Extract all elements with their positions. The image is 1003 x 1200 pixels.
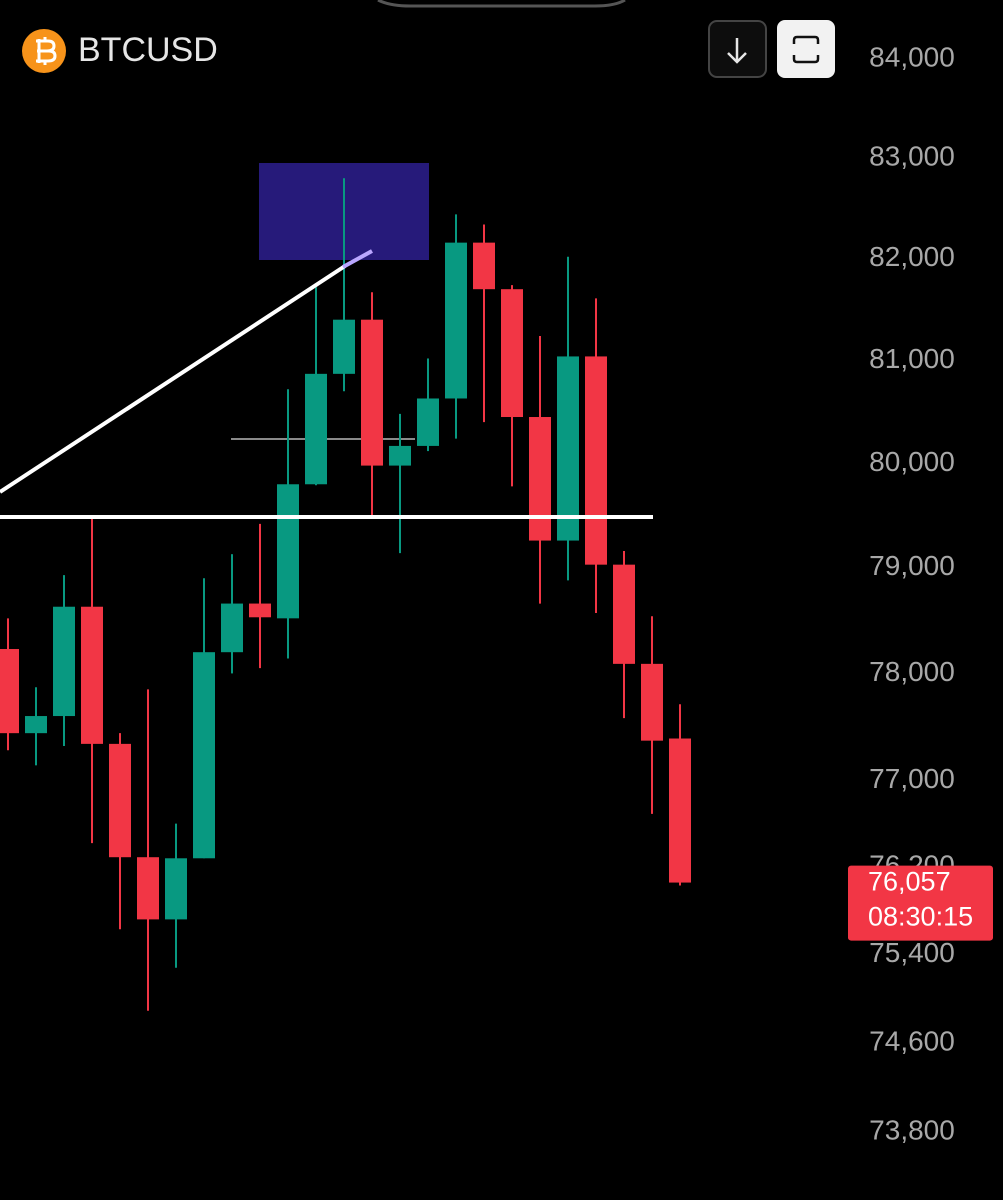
y-tick-label: 79,000 [869, 550, 955, 581]
candle-body [333, 319, 355, 374]
candle-body [165, 858, 187, 920]
y-tick-label: 73,800 [869, 1115, 955, 1146]
candles [0, 178, 691, 1011]
drawings-top [0, 249, 653, 519]
candle-body [557, 356, 579, 541]
y-tick-label: 81,000 [869, 343, 955, 374]
y-tick-label: 74,600 [869, 1025, 955, 1056]
candle-body [361, 319, 383, 466]
last-price-tag: 76,057 08:30:15 [848, 865, 993, 941]
y-tick-label: 82,000 [869, 241, 955, 272]
candle-body [277, 484, 299, 619]
price-tag-box [848, 865, 993, 941]
candle-body [53, 606, 75, 717]
candle-body [585, 356, 607, 565]
candle-body [193, 652, 215, 859]
candle-body [669, 738, 691, 883]
price-tag-value: 76,057 [868, 867, 951, 897]
candle-body [25, 716, 47, 734]
candle-body [305, 373, 327, 485]
candle-body [249, 603, 271, 618]
y-tick-label: 75,400 [869, 937, 955, 968]
y-tick-label: 78,000 [869, 656, 955, 687]
y-tick-label: 83,000 [869, 141, 955, 172]
fullscreen-icon [792, 35, 820, 64]
trend-line-end [342, 249, 373, 269]
symbol-header[interactable]: BTCUSD [22, 29, 218, 73]
symbol-title: BTCUSD [78, 31, 218, 69]
fullscreen-button[interactable] [777, 20, 835, 78]
scroll-down-button[interactable] [708, 20, 767, 78]
candle-body [473, 242, 495, 290]
candle-body [109, 743, 131, 858]
price-tag-countdown: 08:30:15 [868, 902, 973, 932]
candle-body [137, 857, 159, 920]
button-frame [777, 20, 835, 78]
candle-body [501, 289, 523, 418]
candle-body [417, 398, 439, 446]
candle-body [445, 242, 467, 399]
candle-body [641, 663, 663, 741]
candle-body [613, 564, 635, 664]
y-tick-label: 77,000 [869, 763, 955, 794]
candle-body [529, 417, 551, 541]
candle-body [389, 445, 411, 466]
trend-line [0, 264, 347, 494]
candle-body [81, 606, 103, 744]
y-tick-label: 84,000 [869, 41, 955, 72]
candle-body [0, 649, 19, 734]
price-axis: 84,000 83,000 82,000 81,000 80,000 79,000 78,0… [869, 41, 955, 1145]
y-tick-label: 80,000 [869, 446, 955, 477]
arrow-icon [727, 38, 747, 64]
top-handle [377, 0, 626, 8]
candle-body [221, 603, 243, 653]
bitcoin-glyph [36, 37, 57, 65]
